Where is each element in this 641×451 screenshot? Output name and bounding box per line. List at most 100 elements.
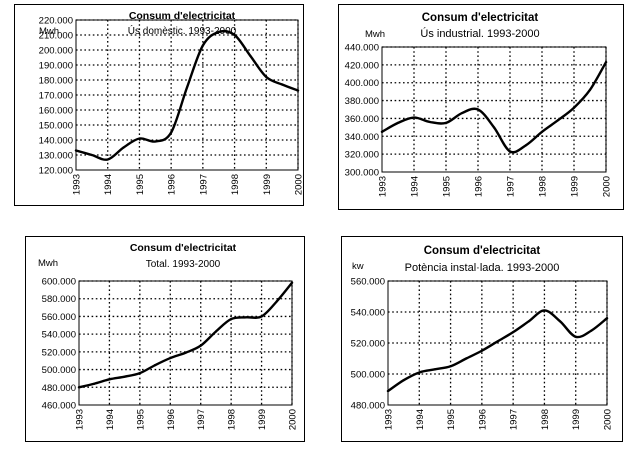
y-tick-label: 210.000 xyxy=(39,31,73,42)
y-tick-label: 540.000 xyxy=(351,308,385,319)
chart-title-total: Consum d'electricitat xyxy=(130,242,237,254)
data-point xyxy=(418,371,421,374)
data-point xyxy=(524,144,528,147)
chart-title-installed-power: Consum d'electricitat xyxy=(424,245,541,257)
x-tick-label: 1996 xyxy=(477,409,488,430)
y-tick-label: 190.000 xyxy=(39,61,73,72)
y-tick-label: 560.000 xyxy=(351,277,385,288)
data-point xyxy=(540,130,544,133)
data-point xyxy=(465,357,468,360)
data-point xyxy=(290,281,294,284)
x-tick-label: 1997 xyxy=(198,174,209,195)
data-point xyxy=(201,44,204,47)
data-point xyxy=(199,344,202,347)
x-tick-label: 1999 xyxy=(257,409,268,430)
x-tick-label: 1993 xyxy=(378,176,389,197)
x-tick-label: 1997 xyxy=(506,176,517,197)
y-tick-label: 160.000 xyxy=(39,106,73,117)
data-point xyxy=(265,75,268,79)
data-point xyxy=(508,150,512,153)
chart-title-domestic: Consum d'electricitat xyxy=(129,10,236,22)
grid-lines xyxy=(79,280,293,405)
data-point xyxy=(169,356,172,360)
y-tick-label: 500.000 xyxy=(351,370,385,381)
data-point xyxy=(590,329,593,332)
series-line-industrial xyxy=(380,60,608,154)
series-line-domestic xyxy=(74,29,300,161)
x-tick-label: 2000 xyxy=(602,176,613,197)
grid-lines xyxy=(388,280,608,405)
chart-panel-total: Consum d'electricitat Total. 1993-2000 Mwh… xyxy=(25,236,305,442)
data-point xyxy=(428,120,432,124)
data-point xyxy=(492,126,496,129)
y-tick-label: 130.000 xyxy=(39,151,73,162)
x-tick-label: 1995 xyxy=(135,409,146,430)
x-tick-label: 1997 xyxy=(196,409,207,430)
data-point xyxy=(185,86,189,89)
data-point xyxy=(449,365,452,368)
y-tick-label: 320.000 xyxy=(345,150,379,161)
y-tick-label: 600.000 xyxy=(42,277,76,288)
data-point xyxy=(122,146,125,149)
x-tick-label: 2000 xyxy=(294,174,305,195)
chart-subtitle-industrial: Ús industrial. 1993-2000 xyxy=(420,27,539,40)
chart-panel-domestic: Consum d'electricitat Ús domèstic. 1993-2… xyxy=(14,4,305,206)
data-point xyxy=(217,30,220,34)
chart-total: Consum d'electricitat Total. 1993-2000 Mwh… xyxy=(38,242,299,430)
data-point xyxy=(402,379,405,382)
data-point xyxy=(444,121,448,124)
x-tick-label: 1999 xyxy=(571,409,582,430)
data-point xyxy=(90,153,93,157)
plot-area-installed-power xyxy=(387,280,608,406)
data-point xyxy=(588,88,592,91)
data-point xyxy=(77,386,81,389)
x-tick-label: 1997 xyxy=(509,409,520,430)
y-tick-label: 440.000 xyxy=(345,43,379,54)
data-point xyxy=(123,375,126,378)
y-axis-unit-installed-power: kw xyxy=(352,261,364,272)
data-point xyxy=(170,131,173,134)
y-tick-label: 460.000 xyxy=(42,401,76,412)
data-point xyxy=(433,368,437,371)
data-point xyxy=(460,111,464,115)
x-tick-label: 1999 xyxy=(262,174,273,195)
x-tick-label: 1994 xyxy=(410,176,421,197)
plot-area-industrial xyxy=(381,46,607,173)
data-point xyxy=(230,317,233,321)
data-point xyxy=(480,349,483,352)
data-point xyxy=(558,320,562,323)
data-point xyxy=(275,300,278,303)
chart-installed-power: Consum d'electricitat Potència instal·lad… xyxy=(351,245,614,430)
y-tick-label: 300.000 xyxy=(345,168,379,179)
data-point xyxy=(138,372,141,375)
chart-title-industrial: Consum d'electricitat xyxy=(422,12,539,24)
y-tick-label: 400.000 xyxy=(345,78,379,89)
data-point xyxy=(396,121,400,124)
x-tick-label: 1998 xyxy=(230,174,241,195)
data-point xyxy=(233,33,236,37)
data-point xyxy=(245,316,248,319)
chart-subtitle-installed-power: Potència instal·lada. 1993-2000 xyxy=(405,262,560,274)
data-point xyxy=(386,389,390,393)
data-point xyxy=(380,130,384,133)
data-point xyxy=(605,317,609,320)
x-tick-label: 1994 xyxy=(415,409,426,430)
series-line-installed-power xyxy=(386,309,609,393)
y-tick-label: 540.000 xyxy=(42,330,76,341)
chart-domestic: Consum d'electricitat Ús domèstic. 1993-2… xyxy=(39,10,305,195)
y-tick-label: 480.000 xyxy=(351,401,385,412)
y-tick-label: 520.000 xyxy=(351,339,385,350)
data-point xyxy=(93,382,96,385)
data-point xyxy=(74,149,78,152)
y-tick-label: 170.000 xyxy=(39,91,73,102)
x-tick-label: 1999 xyxy=(570,176,581,197)
series-points xyxy=(386,309,609,393)
x-tick-label: 1994 xyxy=(105,409,116,430)
chart-subtitle-total: Total. 1993-2000 xyxy=(146,259,221,270)
x-tick-label: 1993 xyxy=(75,409,86,430)
y-axis-unit-industrial: Mwh xyxy=(365,29,385,40)
y-tick-label: 500.000 xyxy=(42,365,76,376)
chart-industrial: Consum d'electricitat Ús industrial. 1993… xyxy=(345,12,613,197)
data-point xyxy=(260,315,263,318)
y-tick-label: 380.000 xyxy=(345,96,379,107)
